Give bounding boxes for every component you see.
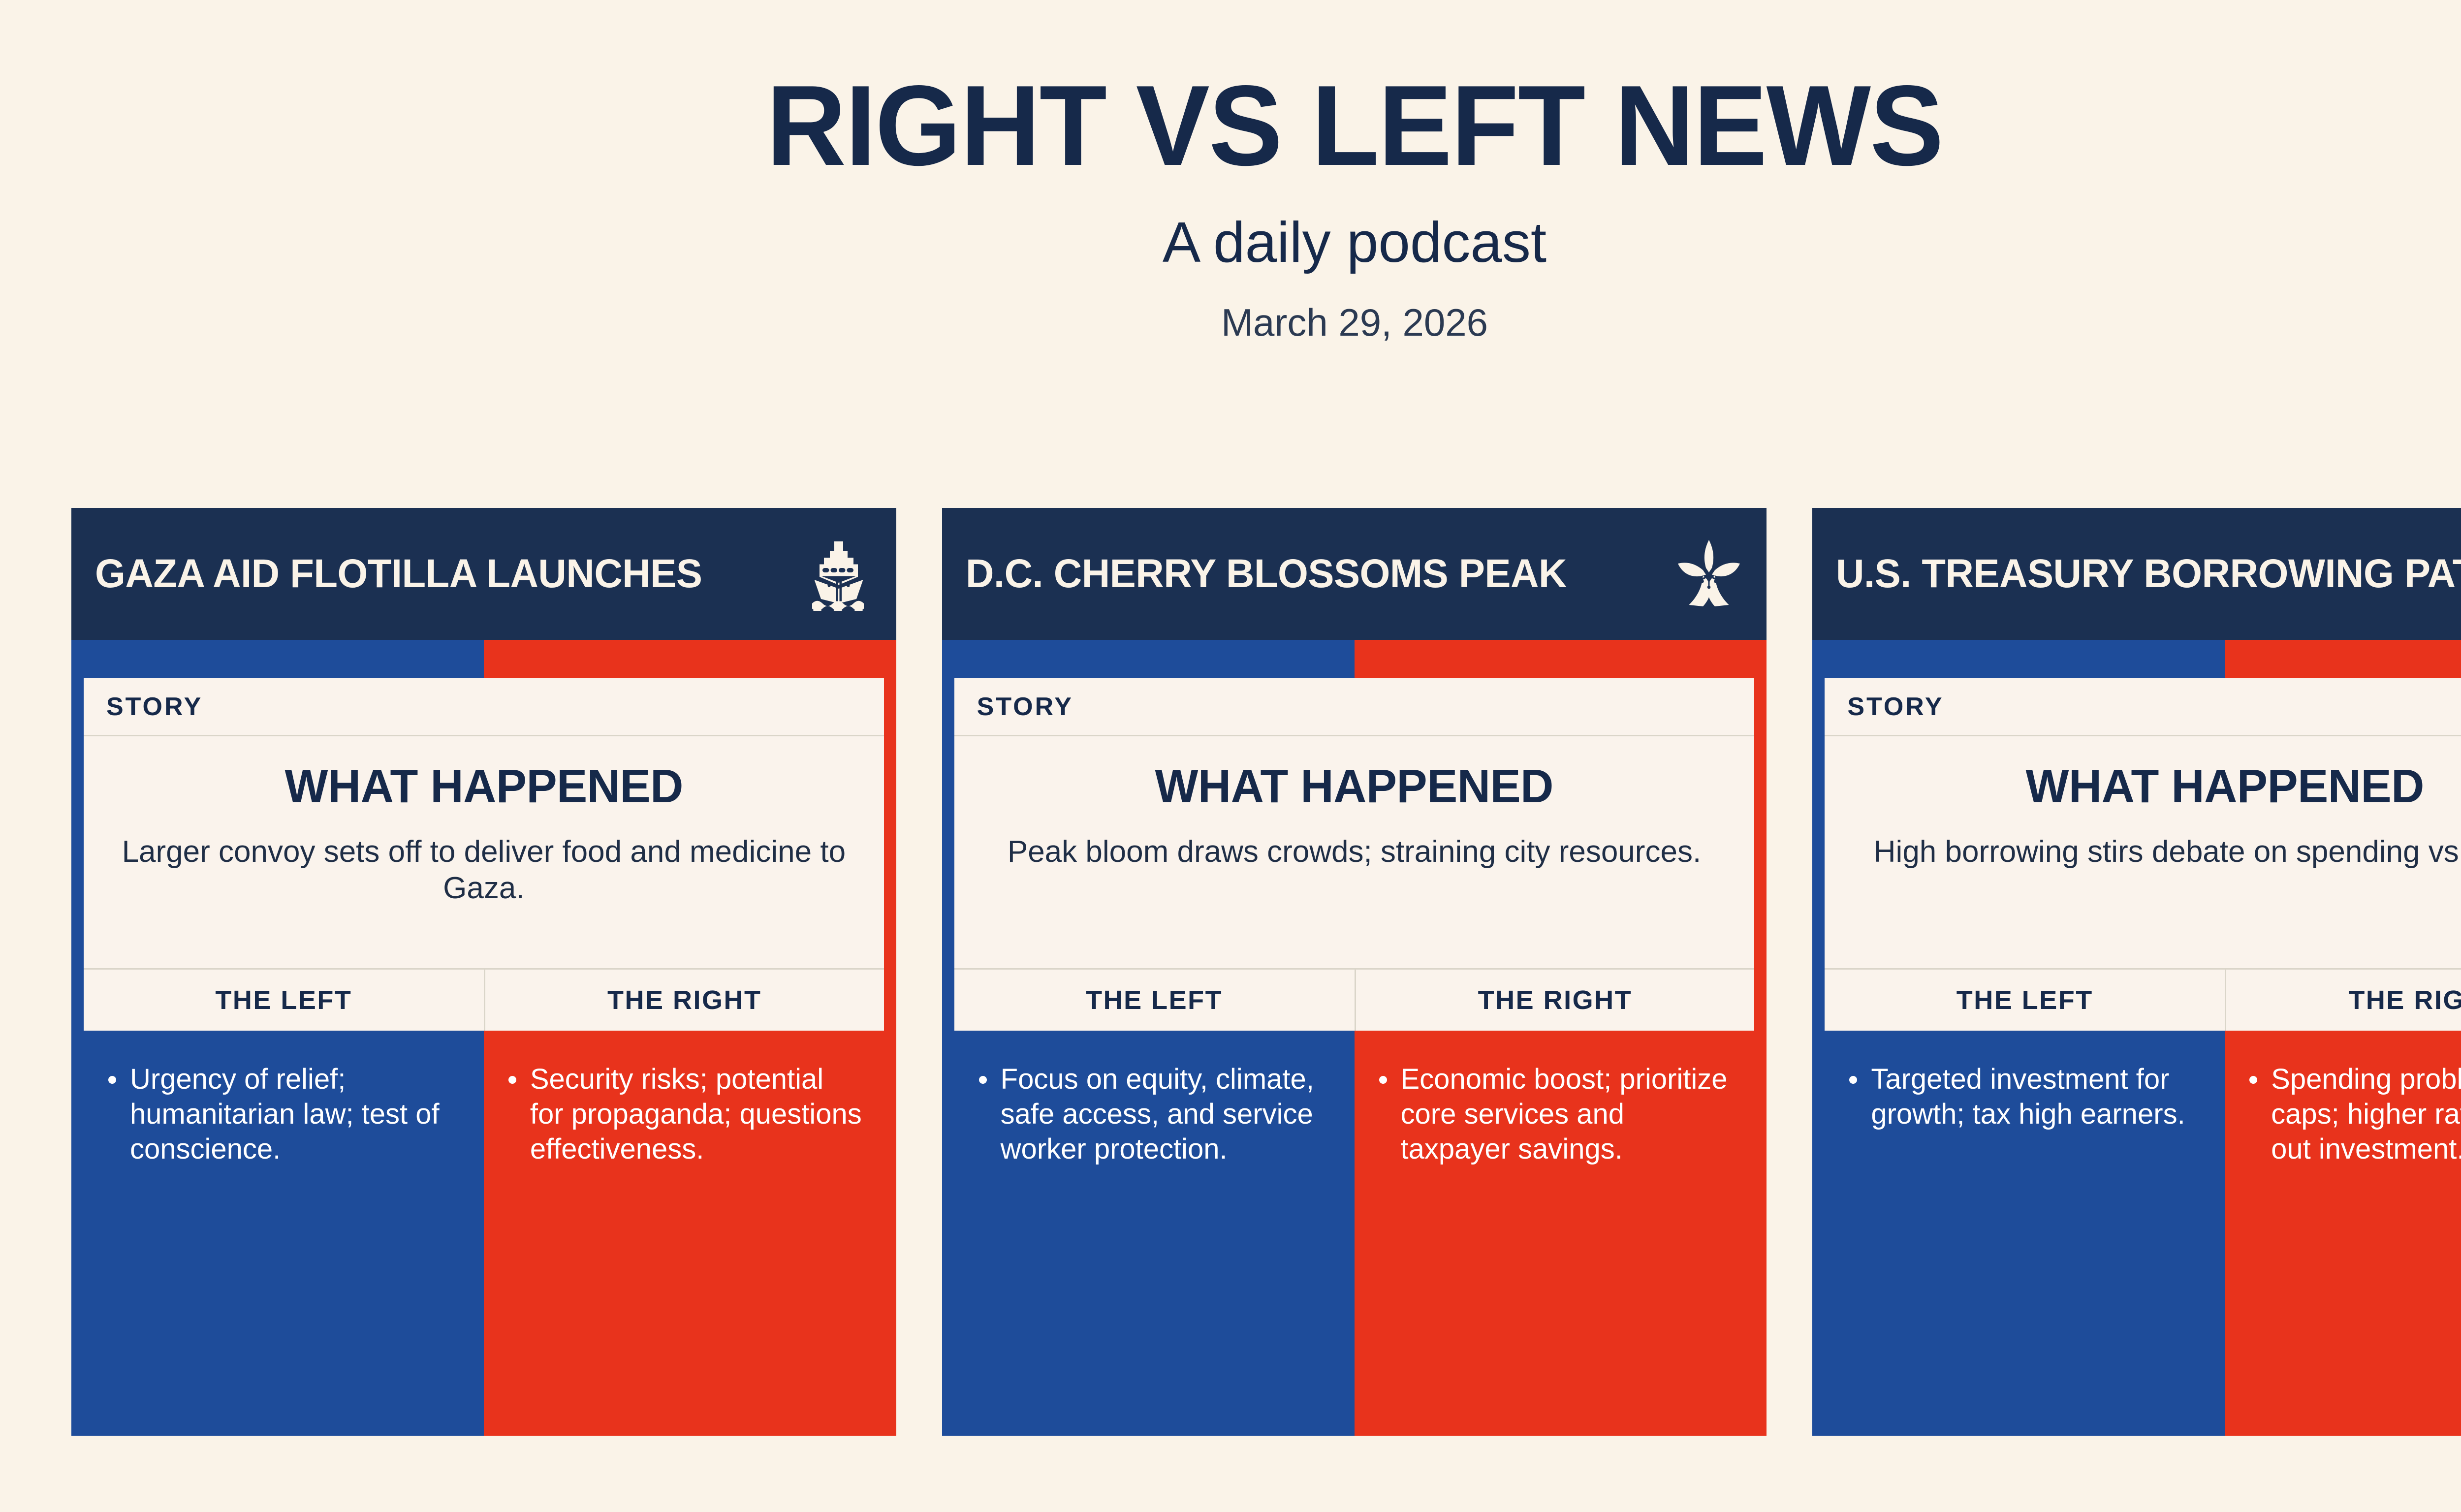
card-header: GAZA AID FLOTILLA LAUNCHES [71, 508, 896, 640]
episode-date: March 29, 2026 [1221, 301, 1488, 344]
story-card[interactable]: GAZA AID FLOTILLA LAUNCHES [71, 508, 896, 1436]
card-header: D.C. CHERRY BLOSSOMS PEAK [942, 508, 1767, 640]
list-item: Targeted investment for growth; tax high… [1845, 1062, 2203, 1132]
left-takeaways: Targeted investment for growth; tax high… [1825, 1042, 2225, 1436]
masthead: RIGHT VS LEFT NEWS A daily podcast March… [0, 0, 2461, 342]
what-happened-block: WHAT HAPPENED High borrowing stirs debat… [1825, 736, 2461, 970]
story-summary: Peak bloom draws crowds; straining city … [1007, 835, 1702, 869]
the-left-header: THE LEFT [1956, 985, 2093, 1015]
takeaways: Urgency of relief; humanitarian law; tes… [84, 1042, 884, 1436]
sides-header-row: THE LEFT THE RIGHT [84, 970, 884, 1031]
what-happened-heading: WHAT HAPPENED [284, 760, 683, 813]
show-subtitle: A daily podcast [1162, 210, 1547, 274]
story-panel: STORY WHAT HAPPENED High borrowing stirs… [1825, 678, 2461, 1031]
left-takeaways: Focus on equity, climate, safe access, a… [954, 1042, 1355, 1436]
story-summary: Larger convoy sets off to deliver food a… [122, 835, 846, 906]
card-body: STORY WHAT HAPPENED Larger convoy sets o… [71, 640, 896, 1436]
card-title: D.C. CHERRY BLOSSOMS PEAK [965, 551, 1567, 597]
takeaways: Focus on equity, climate, safe access, a… [954, 1042, 1755, 1436]
the-right-header: THE RIGHT [2225, 970, 2461, 1031]
list-item: Focus on equity, climate, safe access, a… [975, 1062, 1333, 1166]
card-title: GAZA AID FLOTILLA LAUNCHES [95, 551, 702, 597]
what-happened-block: WHAT HAPPENED Larger convoy sets off to … [84, 736, 884, 970]
the-right-header: THE RIGHT [1354, 970, 1755, 1031]
story-row: STORY [84, 678, 884, 736]
story-panel: STORY WHAT HAPPENED Larger convoy sets o… [84, 678, 884, 1031]
story-label: STORY [106, 692, 203, 721]
sides-header-row: THE LEFT THE RIGHT [1825, 970, 2461, 1031]
page-title: RIGHT VS LEFT NEWS [766, 62, 1944, 189]
story-card[interactable]: U.S. TREASURY BORROWING PATH [1812, 508, 2461, 1436]
cherry-blossom-icon [1672, 537, 1746, 611]
card-header: U.S. TREASURY BORROWING PATH [1812, 508, 2461, 640]
right-takeaways: Security risks; potential for propaganda… [484, 1042, 884, 1436]
takeaways: Targeted investment for growth; tax high… [1825, 1042, 2461, 1436]
story-card[interactable]: D.C. CHERRY BLOSSOMS PEAK [942, 508, 1767, 1436]
story-panel: STORY WHAT HAPPENED Peak bloom draws cro… [954, 678, 1755, 1031]
what-happened-heading: WHAT HAPPENED [1155, 760, 1554, 813]
list-item: Security risks; potential for propaganda… [505, 1062, 862, 1166]
story-card-grid: GAZA AID FLOTILLA LAUNCHES [71, 508, 2461, 1436]
the-right-header: THE RIGHT [483, 970, 884, 1031]
story-row: STORY [1825, 678, 2461, 736]
left-takeaways: Urgency of relief; humanitarian law; tes… [84, 1042, 484, 1436]
story-label: STORY [977, 692, 1073, 721]
story-summary: High borrowing stirs debate on spending … [1873, 835, 2461, 869]
what-happened-heading: WHAT HAPPENED [2025, 760, 2425, 813]
the-left-header: THE LEFT [1086, 985, 1223, 1015]
story-row: STORY [954, 678, 1755, 736]
right-takeaways: Economic boost; prioritize core services… [1355, 1042, 1755, 1436]
sides-header-row: THE LEFT THE RIGHT [954, 970, 1755, 1031]
ship-icon [802, 537, 876, 611]
card-body: STORY WHAT HAPPENED Peak bloom draws cro… [942, 640, 1767, 1436]
right-takeaways: Spending problem; strict caps; higher ra… [2225, 1042, 2461, 1436]
list-item: Economic boost; prioritize core services… [1375, 1062, 1733, 1166]
story-label: STORY [1847, 692, 1944, 721]
list-item: Urgency of relief; humanitarian law; tes… [104, 1062, 462, 1166]
the-left-header: THE LEFT [215, 985, 352, 1015]
list-item: Spending problem; strict caps; higher ra… [2245, 1062, 2461, 1166]
what-happened-block: WHAT HAPPENED Peak bloom draws crowds; s… [954, 736, 1755, 970]
card-body: STORY WHAT HAPPENED High borrowing stirs… [1812, 640, 2461, 1436]
card-title: U.S. TREASURY BORROWING PATH [1836, 551, 2461, 597]
